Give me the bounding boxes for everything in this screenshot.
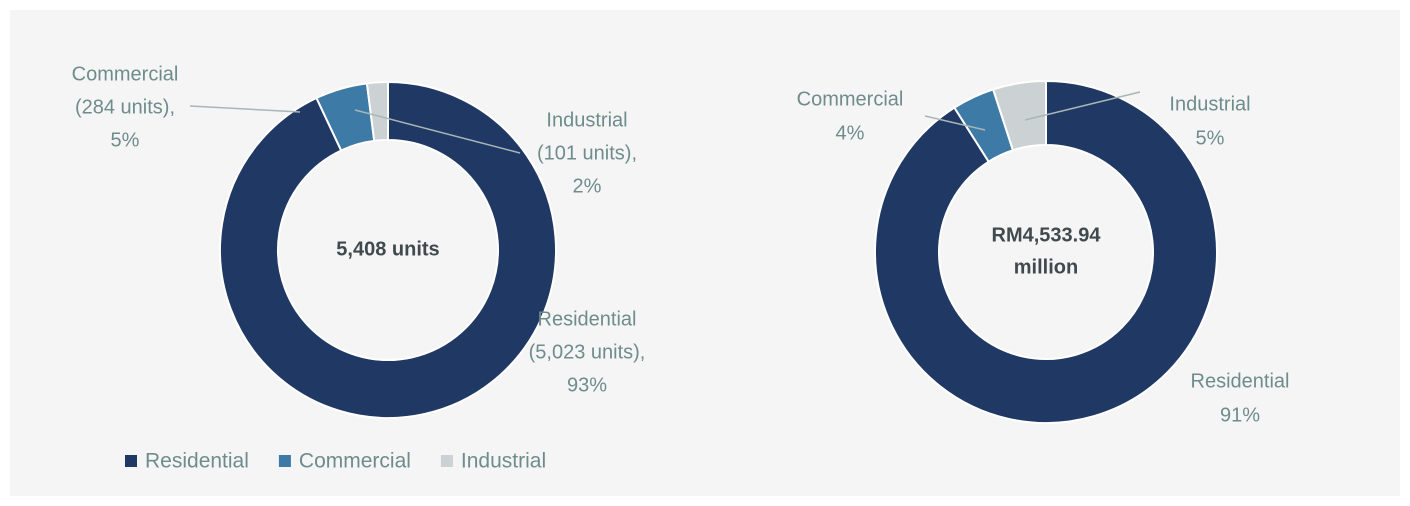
data-label: (101 units), (537, 142, 637, 164)
data-label: 91% (1220, 404, 1260, 426)
data-label: Commercial (797, 88, 904, 110)
data-label: 5% (1196, 127, 1225, 149)
legend-label: Commercial (299, 450, 411, 473)
data-label: Residential (538, 308, 637, 330)
data-label: Residential (1191, 370, 1290, 392)
legend-swatch (125, 455, 137, 467)
donut-segment (365, 80, 389, 142)
data-label: (5,023 units), (529, 341, 646, 363)
center-label: RM4,533.94 (992, 224, 1102, 246)
data-label: 4% (836, 122, 865, 144)
legend-label: Industrial (461, 450, 546, 473)
data-label: Industrial (1169, 93, 1250, 115)
leader-line (354, 109, 521, 154)
data-label: 93% (567, 374, 607, 396)
legend-swatch (278, 455, 291, 467)
leader-line (1024, 91, 1141, 121)
data-label: Commercial (72, 63, 179, 85)
legend-label: Residential (145, 450, 249, 473)
leader-line (189, 105, 301, 113)
legend-swatch (440, 455, 453, 467)
donut-segment (874, 79, 1218, 424)
data-label: Industrial (546, 109, 627, 131)
data-label: 5% (111, 129, 140, 151)
center-label: 5,408 units (336, 238, 439, 260)
data-label: 2% (573, 175, 602, 197)
donut-segment (991, 79, 1047, 152)
center-label: million (1014, 256, 1078, 278)
data-label: (284 units), (75, 96, 175, 118)
leader-line (924, 115, 986, 131)
donut-segment (219, 80, 557, 419)
